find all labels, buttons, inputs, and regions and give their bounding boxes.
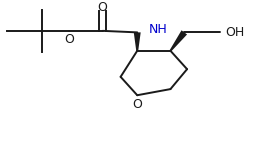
Text: OH: OH bbox=[225, 26, 244, 39]
Polygon shape bbox=[170, 30, 187, 51]
Text: O: O bbox=[64, 33, 74, 46]
Text: NH: NH bbox=[148, 23, 167, 36]
Polygon shape bbox=[134, 32, 141, 51]
Text: O: O bbox=[132, 98, 142, 111]
Text: O: O bbox=[98, 1, 108, 14]
